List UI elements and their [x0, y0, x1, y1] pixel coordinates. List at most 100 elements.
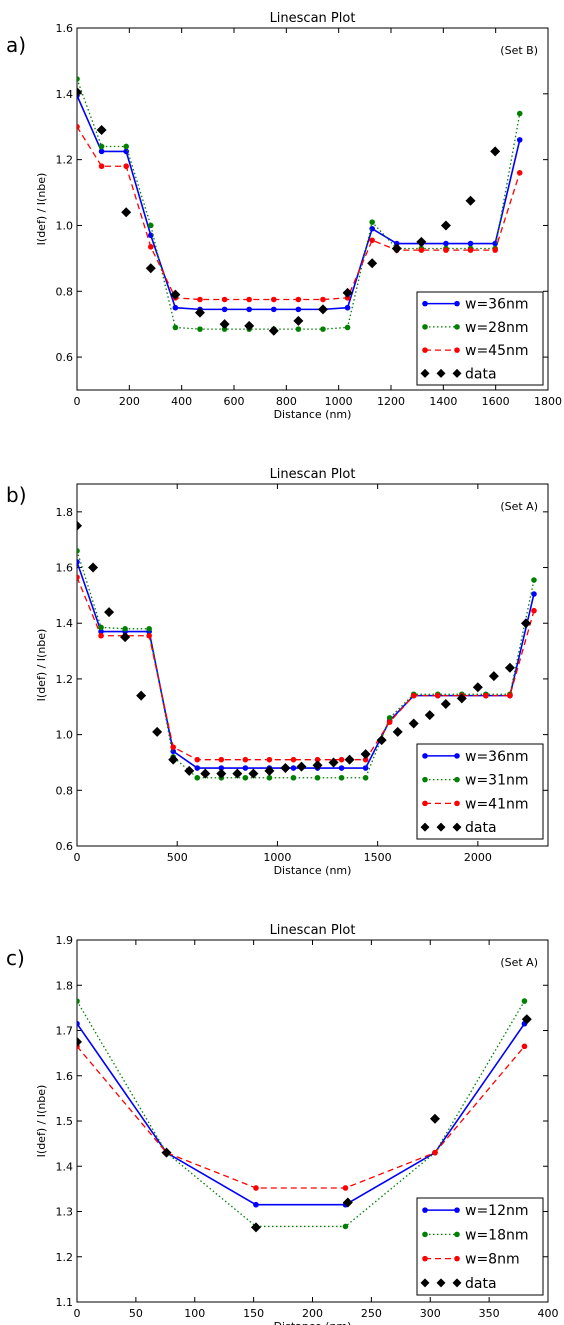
data-point-marker: [328, 757, 339, 768]
chart-title: Linescan Plot: [270, 11, 356, 26]
series-point: [369, 225, 375, 232]
series-point: [320, 296, 326, 303]
legend-marker: [452, 822, 462, 832]
series-point: [342, 1223, 349, 1230]
series-point: [123, 163, 129, 170]
legend-label: data: [465, 1276, 497, 1292]
series-point: [172, 324, 179, 331]
legend: w=36nm w=31nm w=41nm data: [416, 743, 544, 840]
x-tick-label: 100: [184, 1307, 205, 1320]
y-tick-label: 1.3: [56, 1206, 74, 1219]
panel-label: a): [6, 33, 26, 57]
legend-label: w=36nm: [465, 297, 529, 313]
x-tick-label: 1500: [364, 851, 392, 864]
series-point: [507, 692, 513, 699]
chart-title: Linescan Plot: [270, 923, 356, 938]
series-point: [290, 765, 297, 771]
series-point: [172, 304, 179, 311]
series-point: [123, 143, 129, 150]
data-point-marker: [367, 258, 378, 269]
x-tick-label: 0: [74, 851, 81, 864]
series-point: [77, 548, 80, 554]
legend-point: [454, 1207, 460, 1213]
y-tick-label: 1.0: [56, 729, 74, 742]
y-tick-label: 1.6: [56, 1070, 74, 1083]
legend-label: w=45nm: [465, 343, 529, 359]
legend-point: [422, 1255, 428, 1262]
series-point: [362, 774, 369, 781]
legend-marker: [420, 368, 430, 378]
series-point: [290, 774, 297, 781]
x-axis-label: Distance (nm): [274, 864, 352, 877]
data-point-marker: [232, 768, 243, 779]
series-point: [246, 306, 252, 313]
plot-frame: [76, 27, 549, 391]
x-tick-label: 400: [538, 1307, 559, 1320]
series-line: [77, 577, 535, 761]
legend-point: [454, 776, 460, 783]
chart-panel-2: c) Linescan Plot 0 50 100 150 200 250 300 350 400 1…: [6, 923, 559, 1325]
series-point: [77, 574, 80, 581]
data-point-marker: [264, 765, 275, 776]
series-point: [432, 1149, 438, 1156]
data-point-marker: [280, 763, 291, 774]
series-point: [98, 163, 105, 170]
data-point-marker: [152, 726, 163, 737]
data-point-marker: [121, 207, 132, 218]
data-point-marker: [184, 765, 195, 776]
x-tick-label: 200: [302, 1307, 323, 1320]
legend-box: [416, 743, 544, 840]
data-point-marker: [360, 749, 371, 760]
series-w=41nm: [77, 574, 537, 763]
series-w=18nm: [77, 998, 528, 1230]
plot-area: [77, 76, 523, 336]
series-point: [194, 756, 201, 763]
data-point-marker: [504, 662, 515, 673]
series-point: [314, 774, 321, 781]
legend-label: w=18nm: [465, 1227, 529, 1243]
x-tick-label: 0: [74, 395, 81, 408]
series-point: [123, 148, 129, 155]
y-tick-label: 1.2: [56, 673, 74, 686]
chart-panel-0: a) Linescan Plot 0 200 400 600 800 1000 1200 1400…: [6, 11, 562, 421]
legend-label: w=12nm: [465, 1203, 529, 1219]
set-label: (Set A): [500, 500, 538, 513]
legend-point: [422, 1231, 428, 1238]
y-axis-label: I(def) / I(nbe): [35, 1085, 48, 1158]
series-point: [295, 326, 302, 332]
series-point: [242, 765, 249, 771]
series-point: [492, 240, 498, 247]
y-tick-label: 1.2: [56, 1251, 74, 1264]
series-point: [410, 692, 417, 699]
chart-panel-1: b) Linescan Plot 0 500 1000 1500 2000 0.6 0.8 1.0…: [6, 467, 549, 877]
y-tick-label: 1.8: [56, 506, 74, 519]
series-point: [197, 326, 203, 332]
data-point-marker: [424, 710, 435, 721]
y-tick-label: 1.9: [56, 934, 74, 947]
series-point: [516, 110, 523, 117]
data-point-marker: [312, 760, 323, 771]
data-point-marker: [296, 761, 307, 772]
series-point: [77, 76, 80, 82]
data-point-marker: [77, 1036, 82, 1047]
y-tick-label: 1.2: [56, 154, 74, 167]
series-w=12nm: [77, 1020, 528, 1208]
series-point: [467, 240, 474, 247]
series-point: [369, 237, 375, 244]
series-point: [218, 765, 225, 771]
data-point-marker: [248, 768, 259, 779]
legend-point: [422, 800, 428, 807]
plot-frame: [76, 483, 549, 847]
series-w=36nm: [77, 559, 537, 771]
series-point: [443, 240, 449, 247]
series-point: [147, 222, 154, 229]
data-point-marker: [520, 618, 531, 629]
series-point: [147, 244, 154, 250]
legend-marker: [436, 1278, 446, 1288]
data-point-marker: [250, 1222, 261, 1233]
legend-marker: [452, 1278, 462, 1288]
legend-label: w=41nm: [465, 796, 529, 812]
series-point: [221, 296, 228, 303]
legend: w=12nm w=18nm w=8nm data: [416, 1197, 544, 1296]
y-tick-label: 0.8: [56, 784, 74, 797]
